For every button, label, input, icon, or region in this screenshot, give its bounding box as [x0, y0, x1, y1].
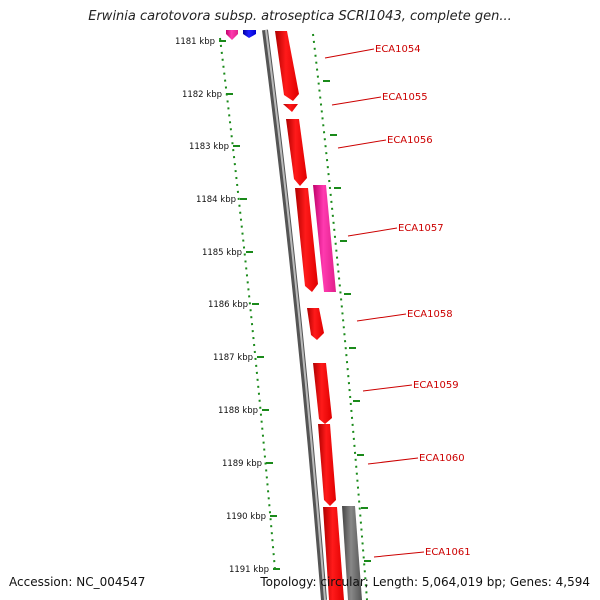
- ruler-tick-label: 1181 kbp: [175, 37, 215, 47]
- gene-label-leader: [373, 551, 425, 558]
- gene-ECA1056[interactable]: [286, 119, 307, 186]
- ruler-line-right: [312, 33, 368, 600]
- gene-label-leader: [347, 227, 398, 237]
- ruler-tick-label: 1184 kbp: [196, 195, 236, 205]
- gene-gray-block: [342, 506, 362, 600]
- gene-label-ECA1058[interactable]: ECA1058: [407, 309, 453, 320]
- backbone: [262, 29, 327, 600]
- gene-label-ECA1059[interactable]: ECA1059: [413, 380, 459, 391]
- gene-pink-block: [313, 185, 336, 292]
- ruler-tick-label: 1189 kbp: [222, 459, 262, 469]
- gene-label-ECA1057[interactable]: ECA1057: [398, 223, 444, 234]
- gene-label-ECA1060[interactable]: ECA1060: [419, 453, 465, 464]
- accession-info: Accession: NC_004547: [9, 575, 146, 589]
- ruler-tick-label: 1190 kbp: [226, 512, 266, 522]
- ruler-tick-label: 1182 kbp: [182, 90, 222, 100]
- gene-labels: ECA1054 ECA1055 ECA1056 ECA1057 ECA1058 ECA10…: [324, 44, 471, 558]
- ruler-tick-label: 1187 kbp: [213, 353, 253, 363]
- ruler-tick-label: 1185 kbp: [202, 248, 242, 258]
- gene-label-leader: [356, 313, 407, 322]
- gene-partial-blue: [243, 30, 256, 38]
- gene-ECA1058[interactable]: [307, 308, 324, 340]
- ruler: 1181 kbp 1182 kbp 1183 kbp 1184 kbp 1185 kbp…: [175, 37, 371, 575]
- gene-label-leader: [337, 139, 387, 149]
- gene-ECA1061[interactable]: [323, 507, 344, 600]
- gene-ECA1059[interactable]: [313, 363, 332, 424]
- gene-label-leader: [362, 384, 413, 392]
- gene-label-leader: [331, 96, 382, 106]
- ruler-tick-label: 1183 kbp: [189, 142, 229, 152]
- gene-label-ECA1061[interactable]: ECA1061: [425, 547, 471, 558]
- gene-label-ECA1055[interactable]: ECA1055: [382, 92, 428, 103]
- gene-partial-pink: [226, 30, 238, 40]
- gene-ECA1057[interactable]: [295, 188, 318, 292]
- gene-label-ECA1056[interactable]: ECA1056: [387, 135, 433, 146]
- gene-track-red: [275, 31, 344, 600]
- gene-ECA1055[interactable]: [283, 104, 298, 112]
- ruler-tick-label: 1191 kbp: [229, 565, 269, 575]
- ruler-tick-label: 1188 kbp: [218, 406, 258, 416]
- gene-label-leader: [367, 457, 419, 465]
- gene-label-leader: [324, 48, 375, 59]
- gene-ECA1060[interactable]: [318, 424, 336, 506]
- map-title: Erwinia carotovora subsp. atroseptica SC…: [88, 9, 512, 24]
- topology-info: Topology: circular; Length: 5,064,019 bp…: [260, 575, 590, 589]
- gene-ECA1054[interactable]: [275, 31, 299, 101]
- gene-label-ECA1054[interactable]: ECA1054: [375, 44, 421, 55]
- ruler-tick-label: 1186 kbp: [208, 300, 248, 310]
